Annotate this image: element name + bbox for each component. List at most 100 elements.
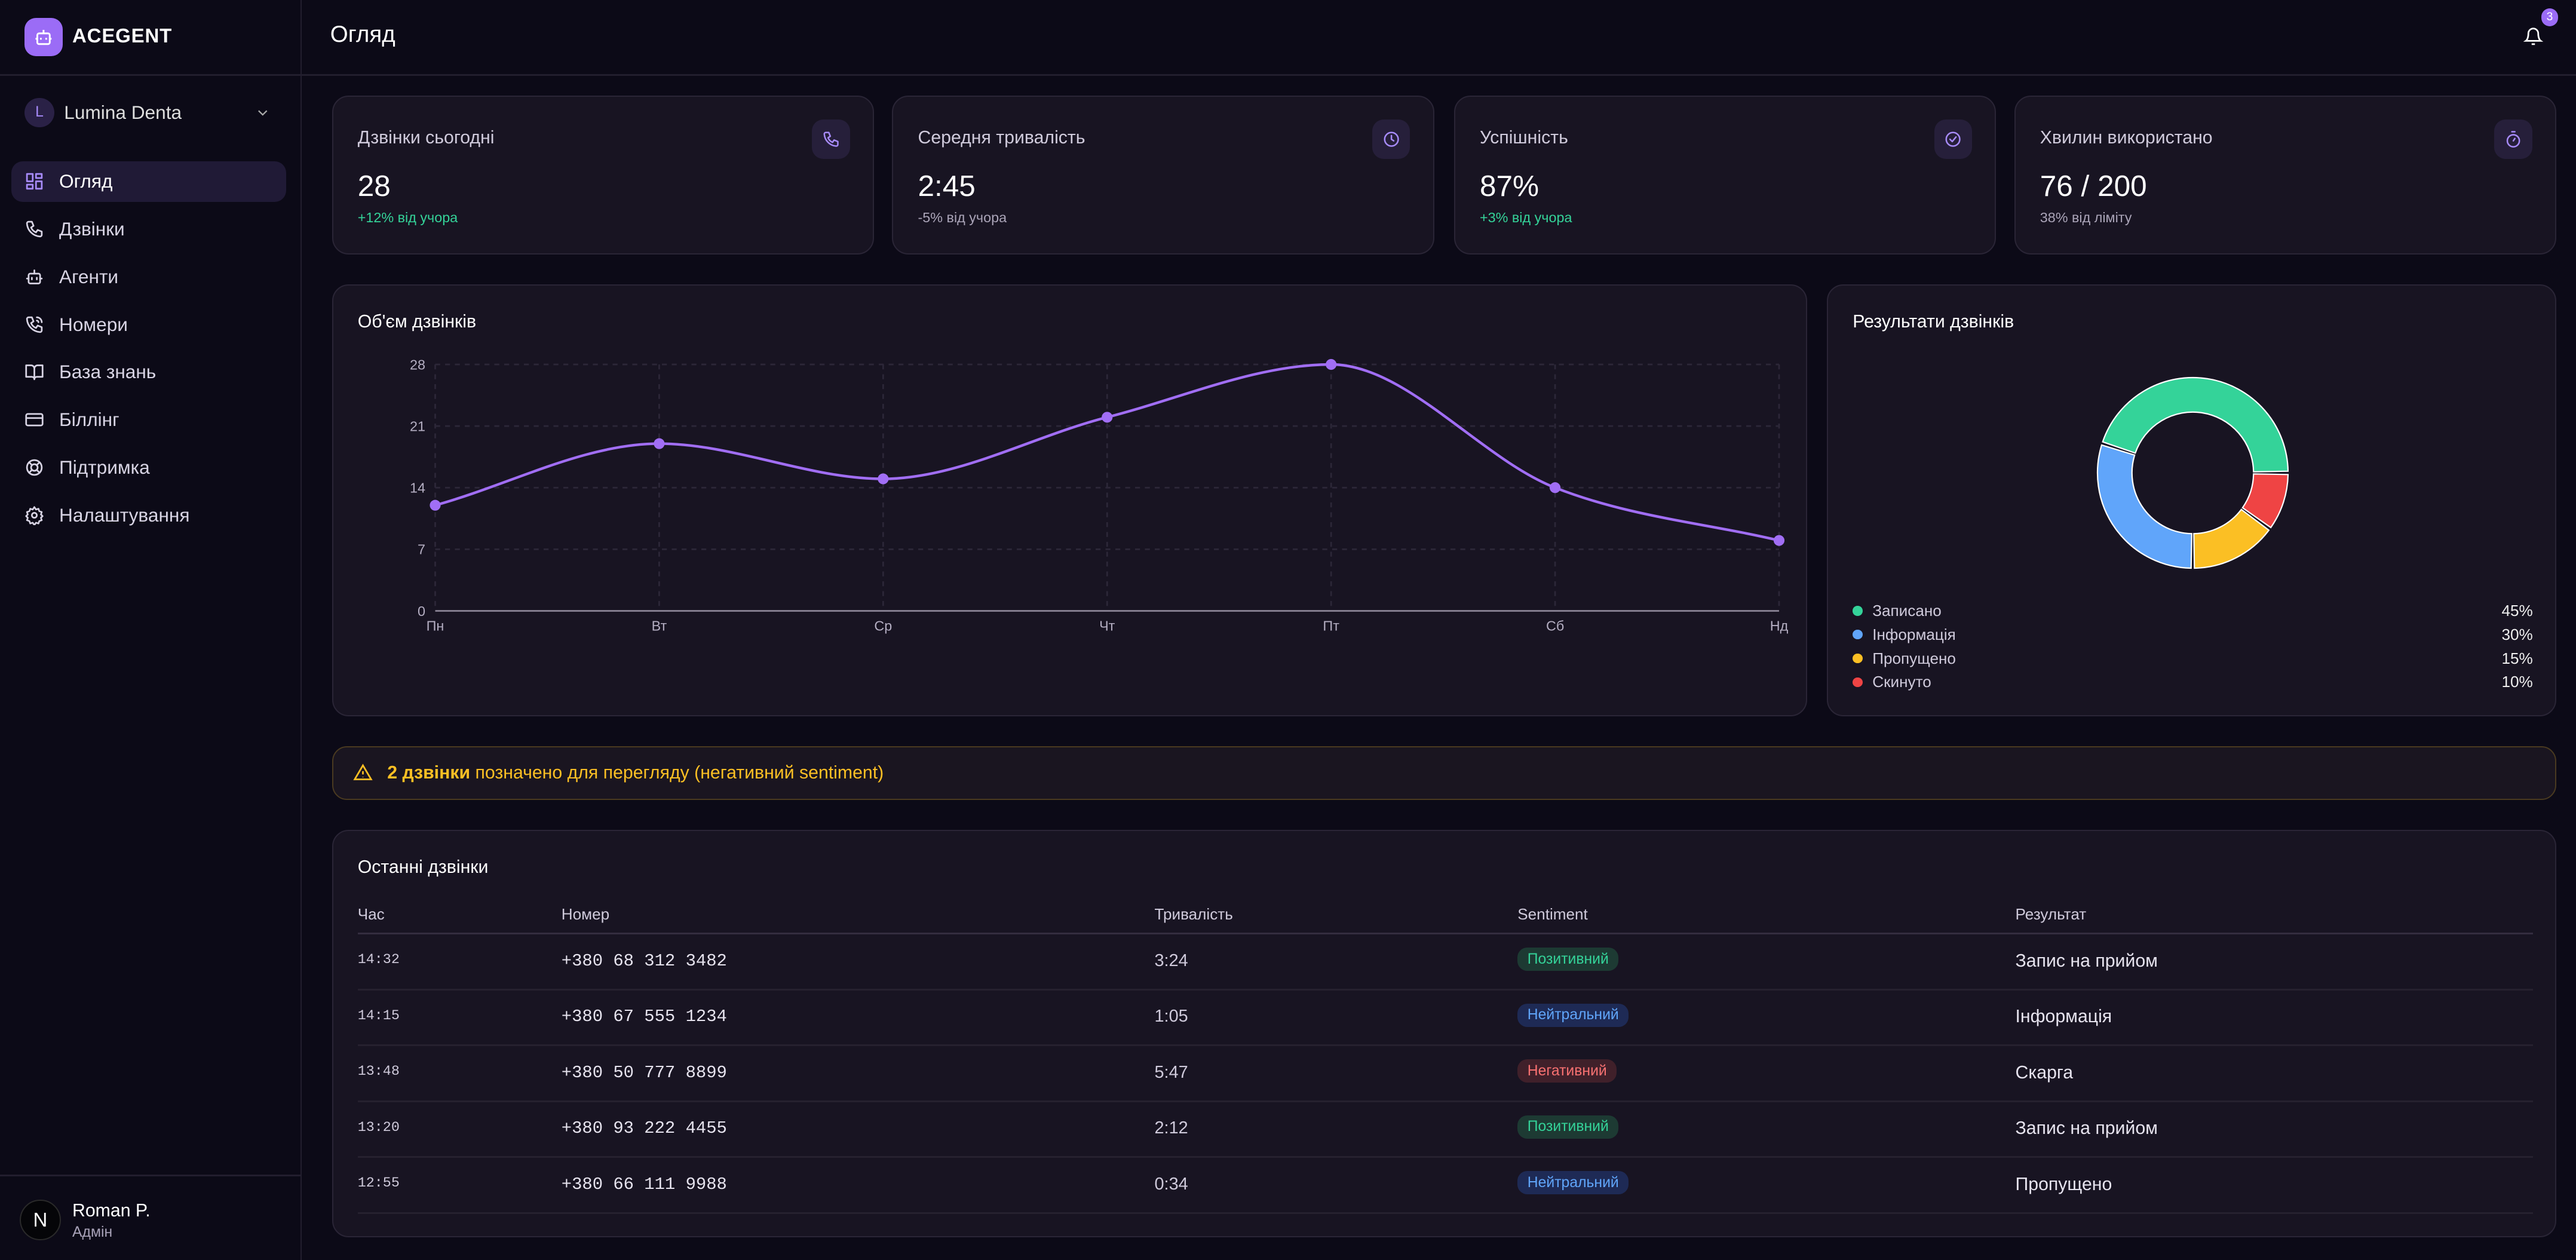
chart-title: Результати дзвінків (1853, 311, 2014, 332)
sidebar-item-6[interactable]: Підтримка (11, 447, 286, 488)
call-number: +380 50 777 8899 (561, 1062, 727, 1083)
call-time: 12:55 (357, 1176, 400, 1192)
stat-icon-box (1372, 119, 1410, 159)
call-time: 13:48 (357, 1064, 400, 1080)
stat-label: Дзвінки сьогодні (357, 127, 495, 148)
call-result: Інформація (2015, 1007, 2112, 1026)
org-selector[interactable]: L Lumina Denta (24, 97, 271, 128)
call-volume-card: Об'єм дзвінків 0 7 14 21 28 Пн Вт Ср Чт Пт Сб Нд (332, 284, 1807, 716)
stat-label: Успішність (1480, 127, 1568, 148)
sidebar-item-label: Дзвінки (59, 218, 125, 240)
stat-icon-box (2494, 119, 2532, 159)
x-tick-label: Чт (1099, 618, 1115, 633)
sidebar-item-7[interactable]: Налаштування (11, 495, 286, 536)
data-point (1325, 358, 1336, 370)
data-point (1549, 482, 1560, 493)
notifications-button[interactable]: 3 (2523, 8, 2558, 50)
column-header-sentiment: Sentiment (1517, 905, 1588, 923)
sentiment-badge: Негативний (1517, 1059, 1617, 1083)
sidebar-item-label: Огляд (59, 170, 113, 192)
call-duration: 3:24 (1154, 951, 1188, 970)
gear-icon (25, 506, 44, 525)
stat-label: Середня тривалість (918, 127, 1085, 148)
sidebar-item-1[interactable]: Дзвінки (11, 209, 286, 250)
x-tick-label: Пн (426, 618, 444, 633)
user-role: Адмін (72, 1224, 113, 1240)
line-chart: 0 7 14 21 28 Пн Вт Ср Чт Пт Сб Нд (410, 357, 1789, 633)
y-tick-label: 28 (410, 357, 425, 372)
stat-value: 76 / 200 (2040, 169, 2147, 203)
sidebar-item-label: Агенти (59, 265, 119, 287)
data-point (653, 438, 664, 449)
org-name: Lumina Denta (64, 101, 182, 123)
sidebar-item-label: Налаштування (59, 504, 190, 526)
data-point (1773, 535, 1784, 546)
sidebar-item-label: Підтримка (59, 456, 150, 478)
donut-slice[interactable] (2193, 508, 2270, 569)
call-duration: 2:12 (1154, 1118, 1188, 1138)
sidebar-item-2[interactable]: Агенти (11, 256, 286, 298)
stat-icon-box (812, 119, 850, 159)
grid-icon (26, 173, 43, 190)
logo-bot-icon (24, 18, 63, 56)
donut-slice[interactable] (2241, 473, 2289, 529)
chart-title: Об'єм дзвінків (357, 311, 477, 332)
row-divider (357, 1100, 2533, 1102)
header-divider (300, 73, 2576, 76)
column-header-result: Результат (2015, 905, 2087, 923)
legend-item: Записано 45% (1853, 599, 2533, 623)
call-number: +380 67 555 1234 (561, 1007, 727, 1026)
legend-label: Скинуто (1872, 673, 1931, 691)
sidebar-item-0[interactable]: Огляд (11, 161, 286, 203)
sidebar-item-4[interactable]: База знань (11, 352, 286, 393)
x-tick-label: Вт (651, 618, 667, 633)
user-name: Roman P. (72, 1201, 151, 1221)
y-tick-label: 14 (410, 480, 425, 495)
phone-call-icon (26, 316, 43, 333)
call-result: Скарга (2015, 1062, 2074, 1083)
negative-sentiment-alert[interactable]: 2 дзвінки позначено для перегляду (негат… (332, 746, 2556, 801)
x-tick-label: Сб (1545, 618, 1563, 633)
sentiment-badge: Нейтральний (1517, 1003, 1629, 1027)
user-avatar[interactable]: N (20, 1199, 61, 1241)
row-divider (357, 1156, 2533, 1158)
table-title: Останні дзвінки (357, 857, 489, 877)
stat-value: 28 (357, 169, 391, 203)
sidebar-item-label: База знань (59, 361, 157, 383)
sentiment-badge: Нейтральний (1517, 1171, 1629, 1194)
page-title: Огляд (330, 21, 395, 47)
legend-dot (1853, 677, 1863, 688)
call-number: +380 93 222 4455 (561, 1118, 727, 1138)
sidebar-item-5[interactable]: Біллінг (11, 399, 286, 440)
check-circle-icon (1945, 131, 1961, 147)
timer-icon (2506, 131, 2520, 148)
bot-icon (26, 269, 43, 284)
donut-slice[interactable] (2096, 444, 2192, 569)
stat-value: 87% (1480, 169, 1540, 203)
header-divider (357, 933, 2533, 934)
call-duration: 5:47 (1154, 1062, 1188, 1082)
phone-icon (823, 131, 839, 147)
sentiment-badge: Позитивний (1517, 1115, 1619, 1139)
clock-icon (1384, 131, 1399, 147)
recent-calls-card: Останні дзвінки Час Номер Тривалість Sen… (332, 829, 2556, 1237)
x-tick-label: Пт (1323, 618, 1339, 633)
donut-chart (2096, 376, 2289, 569)
legend-item: Пропущено 15% (1853, 647, 2533, 670)
legend-value: 10% (2501, 673, 2533, 691)
call-result: Запис на прийом (2015, 951, 2158, 971)
donut-slice[interactable] (2102, 376, 2289, 473)
y-tick-label: 0 (418, 603, 425, 619)
stat-value: 2:45 (918, 169, 976, 203)
legend-dot (1853, 606, 1863, 616)
call-time: 14:15 (357, 1008, 400, 1024)
legend-dot (1853, 653, 1863, 664)
book-icon (25, 364, 44, 381)
notification-badge: 3 (2541, 8, 2558, 26)
call-results-card: Результати дзвінків Записано 45% Інформаці… (1827, 284, 2556, 716)
call-number: +380 68 312 3482 (561, 951, 727, 971)
sidebar-item-label: Біллінг (59, 409, 119, 431)
x-tick-label: Ср (874, 618, 892, 633)
sidebar-item-3[interactable]: Номери (11, 304, 286, 345)
y-tick-label: 21 (410, 418, 425, 434)
